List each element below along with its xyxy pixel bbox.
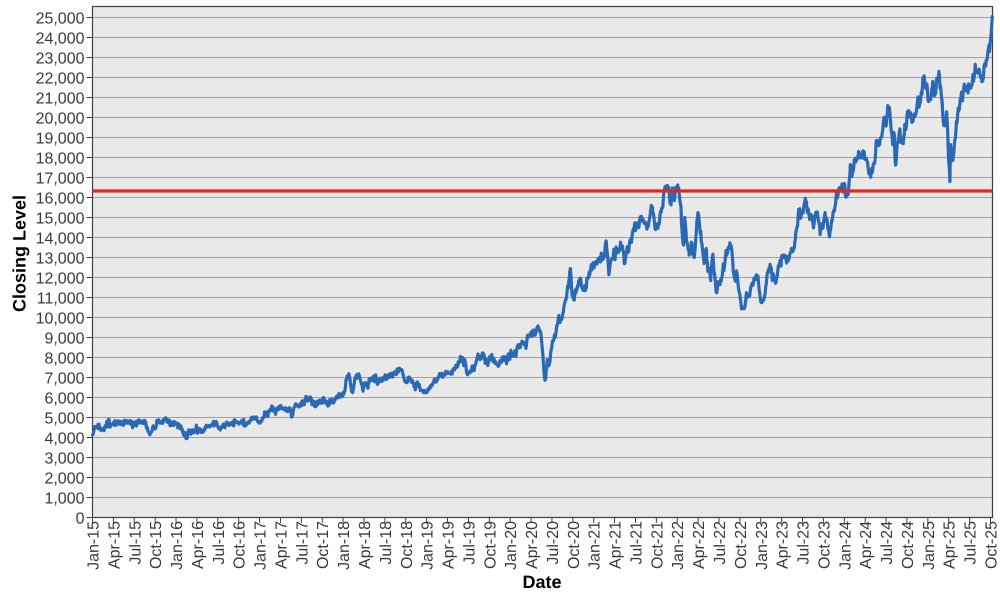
svg-text:Oct-20: Oct-20 [566, 521, 583, 569]
svg-text:Apr-16: Apr-16 [190, 521, 207, 569]
svg-text:Jan-17: Jan-17 [253, 521, 270, 570]
svg-text:18,000: 18,000 [36, 151, 85, 168]
svg-text:Jul-19: Jul-19 [461, 521, 478, 565]
svg-text:Oct-16: Oct-16 [232, 521, 249, 569]
svg-text:20,000: 20,000 [36, 111, 85, 128]
svg-text:Jul-20: Jul-20 [545, 521, 562, 565]
svg-text:13,000: 13,000 [36, 251, 85, 268]
svg-text:Jan-21: Jan-21 [587, 521, 604, 570]
svg-text:Jan-22: Jan-22 [670, 521, 687, 570]
svg-text:Apr-19: Apr-19 [441, 521, 458, 569]
svg-text:10,000: 10,000 [36, 311, 85, 328]
svg-text:Oct-18: Oct-18 [399, 521, 416, 569]
svg-text:1,000: 1,000 [44, 491, 84, 508]
svg-text:24,000: 24,000 [36, 31, 85, 48]
svg-text:Jul-24: Jul-24 [879, 521, 896, 565]
svg-text:Jan-16: Jan-16 [169, 521, 186, 570]
svg-text:Jul-17: Jul-17 [294, 521, 311, 565]
svg-text:17,000: 17,000 [36, 171, 85, 188]
svg-text:11,000: 11,000 [37, 291, 85, 308]
svg-text:Jan-25: Jan-25 [921, 521, 938, 570]
svg-text:12,000: 12,000 [36, 271, 85, 288]
svg-text:0: 0 [76, 511, 85, 528]
svg-text:Jan-20: Jan-20 [503, 521, 520, 570]
svg-text:9,000: 9,000 [44, 331, 84, 348]
svg-text:Oct-19: Oct-19 [482, 521, 499, 569]
svg-text:16,000: 16,000 [36, 191, 85, 208]
svg-text:Apr-15: Apr-15 [106, 521, 123, 569]
svg-text:Oct-21: Oct-21 [649, 521, 666, 569]
svg-text:5,000: 5,000 [44, 411, 84, 428]
svg-text:25,000: 25,000 [36, 11, 85, 28]
svg-text:Apr-21: Apr-21 [608, 521, 625, 569]
svg-text:19,000: 19,000 [36, 131, 85, 148]
svg-text:15,000: 15,000 [36, 211, 85, 228]
svg-text:Apr-22: Apr-22 [691, 521, 708, 569]
svg-text:Oct-22: Oct-22 [733, 521, 750, 569]
svg-text:Date: Date [522, 572, 561, 592]
svg-text:23,000: 23,000 [36, 51, 85, 68]
svg-text:Jan-15: Jan-15 [86, 521, 103, 570]
svg-text:Jul-23: Jul-23 [796, 521, 813, 565]
svg-text:Apr-24: Apr-24 [858, 521, 875, 569]
svg-text:Jan-23: Jan-23 [754, 521, 771, 570]
svg-text:7,000: 7,000 [44, 371, 84, 388]
svg-text:Oct-25: Oct-25 [984, 521, 1000, 569]
svg-text:4,000: 4,000 [44, 431, 84, 448]
svg-text:Jul-18: Jul-18 [378, 521, 395, 565]
svg-text:Jan-19: Jan-19 [420, 521, 437, 570]
svg-text:8,000: 8,000 [44, 351, 84, 368]
svg-text:Oct-17: Oct-17 [315, 521, 332, 569]
svg-text:Jul-25: Jul-25 [963, 521, 980, 565]
svg-text:Apr-23: Apr-23 [775, 521, 792, 569]
svg-text:2,000: 2,000 [44, 471, 84, 488]
svg-text:Apr-17: Apr-17 [273, 521, 290, 569]
svg-text:Apr-20: Apr-20 [524, 521, 541, 569]
svg-text:Oct-24: Oct-24 [900, 521, 917, 569]
svg-text:Jan-18: Jan-18 [336, 521, 353, 570]
svg-text:Jul-21: Jul-21 [628, 521, 645, 565]
svg-text:6,000: 6,000 [44, 391, 84, 408]
svg-text:14,000: 14,000 [36, 231, 85, 248]
svg-text:Jul-16: Jul-16 [211, 521, 228, 565]
svg-text:Jul-15: Jul-15 [127, 521, 144, 565]
svg-text:Oct-15: Oct-15 [148, 521, 165, 569]
svg-text:Jul-22: Jul-22 [712, 521, 729, 565]
svg-text:21,000: 21,000 [36, 91, 85, 108]
svg-text:Oct-23: Oct-23 [816, 521, 833, 569]
svg-text:22,000: 22,000 [36, 71, 85, 88]
svg-text:Apr-25: Apr-25 [942, 521, 959, 569]
svg-text:3,000: 3,000 [44, 451, 84, 468]
svg-text:Jan-24: Jan-24 [837, 521, 854, 570]
svg-text:Closing Level: Closing Level [10, 195, 30, 312]
svg-text:Apr-18: Apr-18 [357, 521, 374, 569]
